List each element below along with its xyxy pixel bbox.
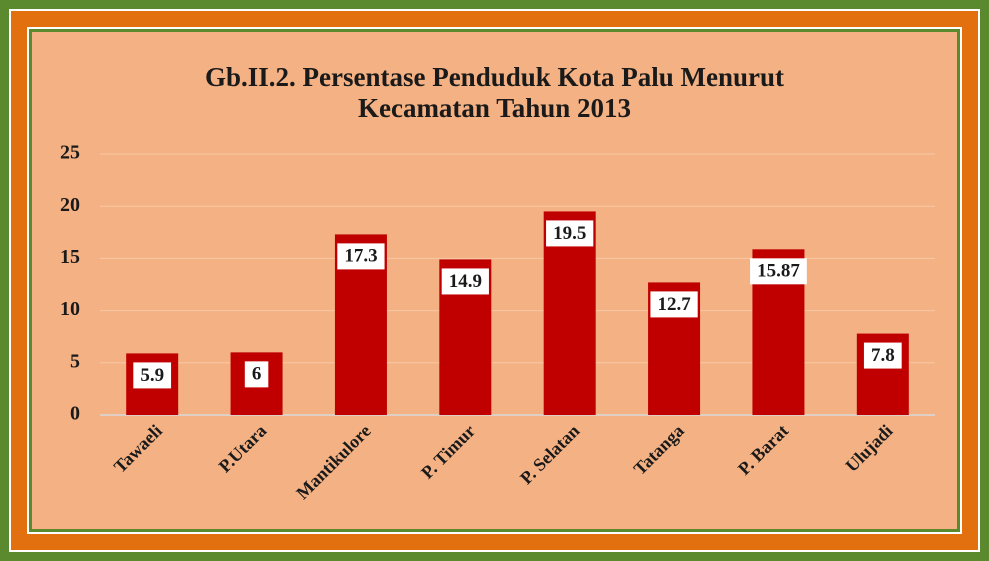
- data-label-box: [133, 362, 172, 389]
- y-tick-label: 0: [70, 403, 80, 425]
- data-label: 14.9: [449, 271, 482, 292]
- data-label: 7.8: [871, 345, 895, 366]
- data-label: 17.3: [344, 246, 377, 267]
- y-tick-label: 10: [60, 298, 80, 320]
- data-label-box: [546, 220, 594, 247]
- y-tick-label: 5: [70, 350, 80, 372]
- y-tick-label: 20: [60, 194, 80, 216]
- chart-title: Gb.II.2. Persentase Penduduk Kota Palu M…: [204, 62, 785, 123]
- data-label: 6: [252, 364, 262, 385]
- y-tick-label: 25: [60, 142, 80, 164]
- data-label-box: [441, 268, 489, 295]
- data-label-box: [650, 291, 698, 318]
- data-label: 12.7: [657, 294, 691, 315]
- data-label: 5.9: [140, 365, 164, 386]
- data-label-box: [337, 243, 385, 270]
- data-label: 19.5: [553, 223, 586, 244]
- data-label-box: [750, 258, 807, 285]
- data-label-box: [863, 342, 902, 369]
- data-label-box: [244, 361, 269, 388]
- data-label: 15.87: [757, 261, 800, 282]
- y-tick-label: 15: [60, 246, 80, 268]
